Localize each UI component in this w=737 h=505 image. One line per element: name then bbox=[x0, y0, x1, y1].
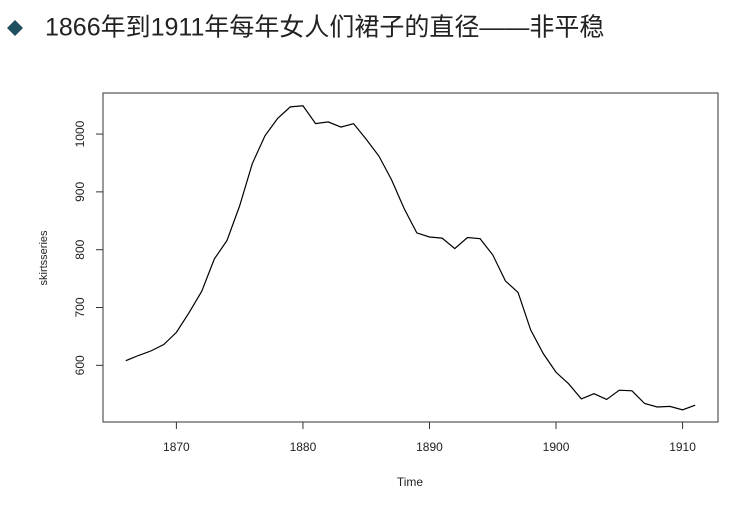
x-tick-label: 1900 bbox=[543, 440, 570, 454]
x-tick-label: 1870 bbox=[163, 440, 190, 454]
bullet bbox=[7, 20, 23, 36]
x-tick-label: 1910 bbox=[669, 440, 696, 454]
x-tick-label: 1880 bbox=[290, 440, 317, 454]
y-tick-label: 600 bbox=[73, 355, 87, 375]
y-tick-label: 1000 bbox=[73, 120, 87, 147]
y-tick-label: 800 bbox=[73, 239, 87, 259]
y-tick-label: 700 bbox=[73, 297, 87, 317]
slide-title: 1866年到1911年每年女人们裙子的直径——非平稳 bbox=[45, 14, 604, 42]
x-axis-label: Time bbox=[397, 475, 424, 489]
y-tick-label: 900 bbox=[73, 182, 87, 202]
line bbox=[125, 105, 696, 411]
x-tick-label: 1890 bbox=[416, 440, 443, 454]
y-axis-label: skirtsseries bbox=[38, 230, 50, 286]
